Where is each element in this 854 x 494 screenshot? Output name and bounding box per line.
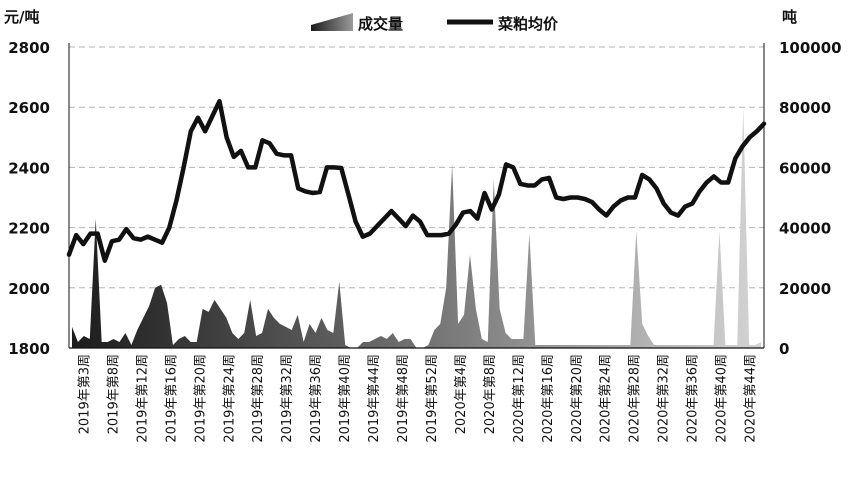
x-tick-label: 2020年第20周 <box>570 354 585 443</box>
legend-label-volume: 成交量 <box>358 15 403 33</box>
x-tick-label: 2020年第40周 <box>715 354 730 443</box>
x-tick-label: 2020年第44周 <box>744 354 759 443</box>
volume-area-series <box>71 107 762 348</box>
left-tick-label: 2200 <box>8 220 50 238</box>
left-tick-label: 2000 <box>8 280 50 298</box>
x-tick-label: 2019年第44周 <box>367 354 382 443</box>
right-tick-label: 100000 <box>779 39 842 57</box>
x-tick-label: 2019年第40周 <box>338 354 353 443</box>
x-tick-label: 2020年第8周 <box>483 354 498 434</box>
legend: 成交量 菜粕均价 <box>311 13 559 33</box>
right-tick-label: 60000 <box>779 159 831 177</box>
gridlines <box>69 46 764 289</box>
left-axis-ticks: 2800 2600 2400 2200 2000 1800 <box>8 39 50 358</box>
right-tick-label: 40000 <box>779 220 831 238</box>
x-tick-label: 2019年第20周 <box>193 354 208 443</box>
x-tick-label: 2019年第52周 <box>425 354 440 443</box>
legend-label-price: 菜粕均价 <box>497 15 559 33</box>
x-axis-ticks: 2019年第3周 2019年第8周 2019年第12周 2019年第16周 2019年第… <box>77 354 758 443</box>
x-tick-label: 2020年第16周 <box>541 354 556 443</box>
x-tick-label: 2020年第12周 <box>512 354 527 443</box>
x-tick-label: 2019年第28周 <box>251 354 266 443</box>
price-line <box>66 98 767 263</box>
legend-swatch-volume <box>311 13 353 31</box>
left-tick-label: 2600 <box>8 99 50 117</box>
x-tick-label: 2019年第36周 <box>309 354 324 443</box>
x-tick-label: 2020年第32周 <box>657 354 672 443</box>
x-tick-label: 2019年第3周 <box>77 354 92 434</box>
x-tick-label: 2020年第24周 <box>599 354 614 443</box>
left-tick-label: 1800 <box>8 340 50 358</box>
x-tick-label: 2019年第48周 <box>396 354 411 443</box>
right-axis-unit: 吨 <box>782 8 797 26</box>
x-tick-label: 2020年第28周 <box>628 354 643 443</box>
x-tick-label: 2020年第4周 <box>454 354 469 434</box>
left-tick-label: 2400 <box>8 159 50 177</box>
right-tick-label: 80000 <box>779 99 831 117</box>
x-tick-label: 2019年第24周 <box>222 354 237 443</box>
x-tick-label: 2019年第16周 <box>164 354 179 443</box>
right-tick-label: 0 <box>779 340 789 358</box>
volume-area <box>71 107 762 348</box>
right-axis-ticks: 100000 80000 60000 40000 20000 0 <box>779 39 842 358</box>
axes <box>68 43 765 349</box>
x-tick-label: 2019年第12周 <box>135 354 150 443</box>
right-tick-label: 20000 <box>779 280 831 298</box>
x-tick-label: 2020年第36周 <box>686 354 701 443</box>
price-line-series <box>66 98 767 263</box>
x-tick-label: 2019年第32周 <box>280 354 295 443</box>
x-tick-label: 2019年第8周 <box>106 354 121 434</box>
left-axis-unit: 元/吨 <box>4 8 39 26</box>
left-tick-label: 2800 <box>8 39 50 57</box>
